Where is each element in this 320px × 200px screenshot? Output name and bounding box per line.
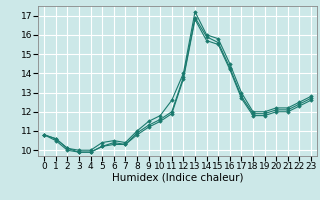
- X-axis label: Humidex (Indice chaleur): Humidex (Indice chaleur): [112, 173, 243, 183]
